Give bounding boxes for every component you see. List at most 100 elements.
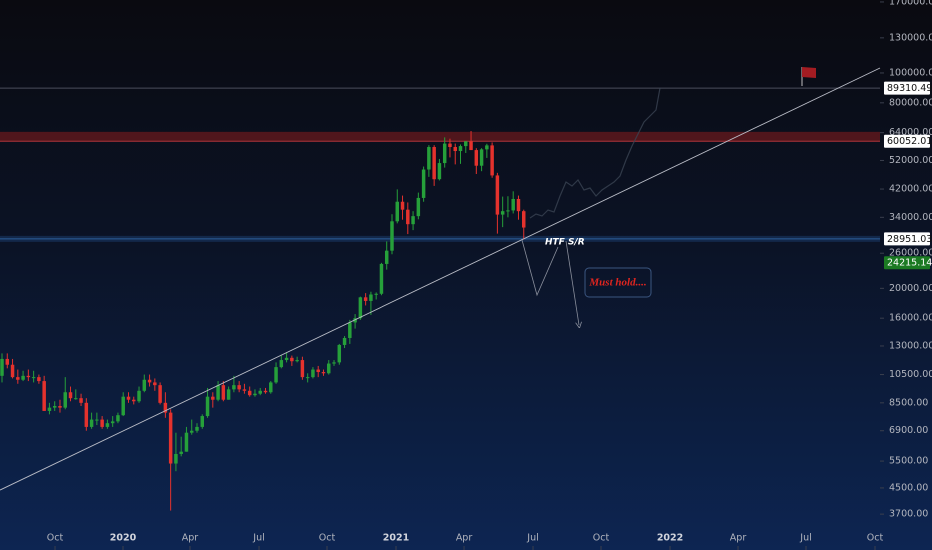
candle-body <box>253 393 257 396</box>
price-label-box <box>884 81 930 95</box>
candle-body <box>485 145 489 150</box>
candle-body <box>205 396 210 417</box>
candle-body <box>105 423 110 427</box>
candle-body <box>327 363 331 374</box>
candle-body <box>221 385 226 400</box>
zone <box>0 131 880 142</box>
candle-body <box>421 169 426 198</box>
candle-body <box>506 210 510 212</box>
candle-body <box>474 150 479 166</box>
candle-body <box>242 389 247 391</box>
candle-body <box>168 412 173 464</box>
candle-body <box>174 453 178 464</box>
candle-body <box>500 211 505 215</box>
candle-body <box>89 419 94 427</box>
scenario-arrow <box>565 240 579 325</box>
candle-body <box>126 396 131 400</box>
y-tick-label: 42000.00 <box>889 184 932 195</box>
candle-body <box>437 163 442 180</box>
candle-body <box>369 294 373 301</box>
candle-body <box>0 358 4 376</box>
candle-body <box>448 143 452 148</box>
axes: 170000.00 130000.00 100000.00 80000.00 64000… <box>47 0 932 550</box>
candle-body <box>121 396 125 416</box>
y-tick-label: 80000.00 <box>889 97 932 108</box>
candle-body <box>279 360 284 368</box>
price-label: 60052.01 <box>887 136 932 147</box>
candle-body <box>516 198 521 212</box>
y-tick-label: 16000.00 <box>889 313 932 324</box>
candle-body <box>400 201 405 210</box>
candle-body <box>300 360 305 378</box>
y-tick-label: 52000.00 <box>889 155 932 166</box>
candle-body <box>290 357 294 362</box>
price-label-box <box>884 134 930 148</box>
candle-body <box>74 398 78 400</box>
x-tick-label: Oct <box>593 533 610 544</box>
y-tick-label: 170000.00 <box>889 0 932 7</box>
x-tick-label: Jul <box>252 533 264 544</box>
x-tick-label: 2022 <box>657 533 683 544</box>
candle-body <box>353 318 357 323</box>
candle-body <box>379 263 384 294</box>
candle-body <box>189 430 194 433</box>
candle-body <box>153 382 157 386</box>
candle-body <box>442 143 447 164</box>
candle-body <box>37 377 41 382</box>
candle-body <box>321 372 326 374</box>
candle-body <box>68 392 73 399</box>
x-tick-label: Apr <box>730 533 747 544</box>
y-tick-label: 5500.00 <box>889 456 928 467</box>
candle-body <box>116 415 120 422</box>
y-tick-label: 4500.00 <box>889 482 928 493</box>
annotation: HTF S/R <box>545 238 585 248</box>
x-tick-label: Apr <box>182 533 199 544</box>
candle-body <box>42 381 46 411</box>
candle-body <box>411 216 415 225</box>
x-tick-label: 2020 <box>110 533 137 544</box>
candle-body <box>406 209 410 225</box>
candle-body <box>258 390 262 394</box>
candle-body <box>100 419 104 427</box>
candle-body <box>216 385 220 400</box>
candle-body <box>163 402 168 413</box>
candle-body <box>363 297 368 301</box>
candle-body <box>416 197 421 217</box>
candle-body <box>84 402 89 427</box>
candle-body <box>142 379 147 391</box>
candle-body <box>21 375 25 380</box>
candle-body <box>495 175 500 215</box>
candle-body <box>52 406 57 408</box>
candle-body <box>247 390 252 396</box>
price-label: 89310.49 <box>887 83 932 94</box>
candle-body <box>311 369 315 378</box>
candle-body <box>374 293 378 295</box>
price-label: 24215.14 <box>887 258 932 269</box>
annotation-box <box>584 267 652 298</box>
candle-body <box>274 367 278 383</box>
candle-body <box>10 364 15 378</box>
candle-body <box>79 398 83 403</box>
y-tick-label: 13000.00 <box>889 340 932 351</box>
candle-body <box>232 385 236 390</box>
candle-body <box>184 432 189 452</box>
candle-body <box>295 360 299 362</box>
y-tick-label: 64000.00 <box>889 127 932 138</box>
candle-body <box>316 369 320 373</box>
candle-body <box>5 358 10 365</box>
candle-body <box>342 337 347 345</box>
candle-body <box>226 389 231 400</box>
annotation: Must hold.... <box>588 277 646 289</box>
candle-body <box>147 379 152 383</box>
level-lines <box>0 87 880 240</box>
candle-body <box>137 390 141 402</box>
candle-body <box>522 211 526 228</box>
flag <box>802 67 816 78</box>
candle-body <box>158 385 162 403</box>
x-tick-label: Oct <box>47 533 64 544</box>
y-tick-label: 10500.00 <box>889 369 932 380</box>
candle-body <box>31 377 36 379</box>
